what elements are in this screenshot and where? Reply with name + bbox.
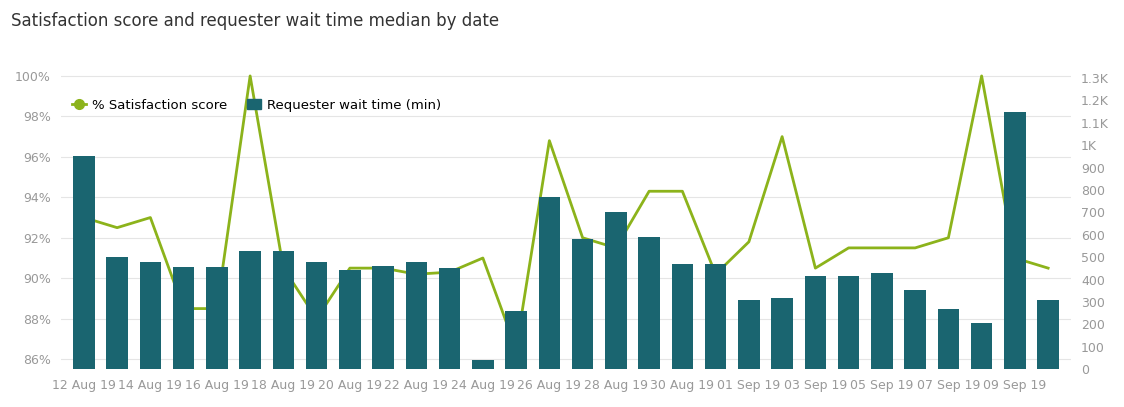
Bar [406, 262, 427, 369]
Bar [871, 273, 892, 369]
Bar [1004, 112, 1026, 369]
Bar [206, 267, 228, 369]
Bar [306, 262, 327, 369]
Bar [805, 276, 826, 369]
Bar [937, 309, 959, 369]
Bar [572, 239, 593, 369]
Bar [173, 267, 194, 369]
Bar [905, 290, 926, 369]
Bar [837, 276, 860, 369]
Bar [73, 157, 94, 369]
Bar [107, 257, 128, 369]
Text: Satisfaction score and requester wait time median by date: Satisfaction score and requester wait ti… [11, 12, 499, 30]
Bar [472, 360, 493, 369]
Bar [438, 269, 461, 369]
Legend: % Satisfaction score, Requester wait time (min): % Satisfaction score, Requester wait tim… [67, 94, 446, 117]
Bar [372, 266, 393, 369]
Bar [538, 197, 560, 369]
Bar [738, 300, 760, 369]
Bar [139, 262, 161, 369]
Bar [771, 298, 792, 369]
Bar [671, 264, 694, 369]
Bar [605, 212, 627, 369]
Bar [705, 264, 726, 369]
Bar [506, 311, 527, 369]
Bar [339, 269, 361, 369]
Bar [272, 251, 294, 369]
Bar [638, 237, 660, 369]
Bar [239, 251, 261, 369]
Bar [1037, 300, 1059, 369]
Bar [971, 323, 992, 369]
